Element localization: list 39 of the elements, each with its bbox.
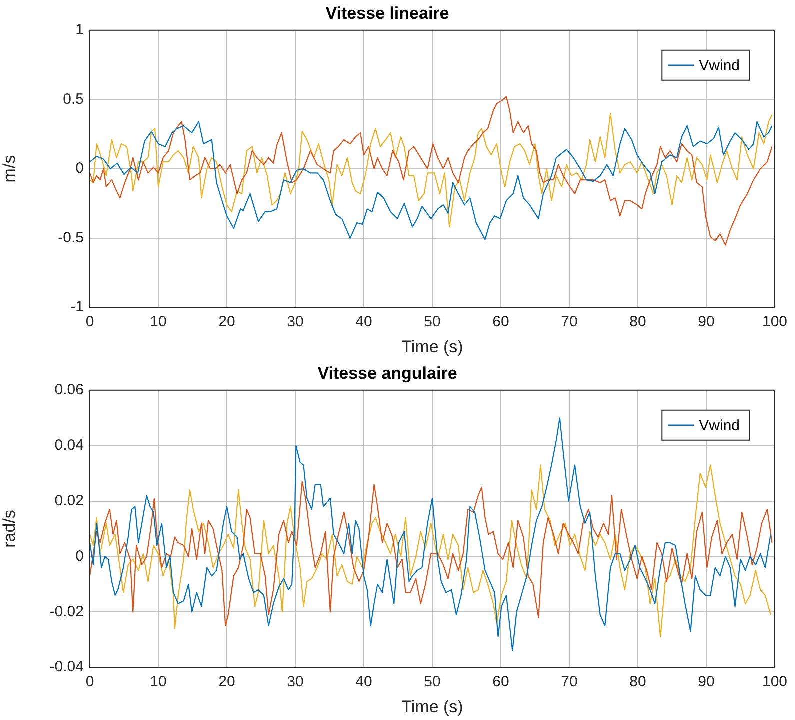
x-axis-title: Time (s) [402, 697, 464, 716]
y-tick-label: 0 [76, 160, 84, 178]
legend-label: Vwind [699, 418, 740, 435]
y-axis-title: m/s [0, 155, 19, 183]
x-axis-title: Time (s) [402, 337, 464, 356]
y-tick-label: 0.02 [54, 492, 84, 510]
x-tick-label: 60 [492, 674, 510, 691]
x-tick-label: 40 [356, 674, 372, 691]
x-tick-label: 20 [218, 674, 236, 691]
x-tick-label: 50 [424, 674, 441, 691]
x-tick-label: 50 [424, 314, 441, 331]
y-tick-label: 0.5 [63, 90, 84, 108]
x-tick-label: 80 [630, 314, 646, 331]
x-tick-label: 80 [630, 674, 646, 691]
x-tick-label: 70 [561, 314, 578, 331]
y-tick-label: 0 [76, 548, 84, 565]
y-tick-label: -0.04 [50, 658, 84, 676]
x-tick-label: 10 [150, 674, 167, 691]
x-tick-label: 20 [218, 314, 236, 331]
x-tick-label: 40 [356, 314, 372, 331]
x-tick-label: 10 [150, 314, 167, 331]
y-tick-label: -0.5 [58, 229, 84, 246]
x-tick-label: 70 [561, 674, 578, 691]
y-tick-label: -1 [70, 298, 84, 316]
y-tick-label: 0.06 [54, 382, 84, 399]
x-tick-label: 90 [698, 674, 715, 691]
y-tick-label: 0.04 [54, 436, 84, 454]
chart-title: Vitesse lineaire [326, 4, 450, 23]
y-tick-label: -0.02 [50, 603, 84, 620]
x-tick-label: 90 [698, 314, 715, 331]
x-tick-label: 30 [287, 314, 304, 331]
legend-label: Vwind [699, 58, 740, 75]
y-axis-title: rad/s [0, 510, 19, 548]
x-tick-label: 30 [287, 674, 304, 691]
y-tick-label: 1 [76, 22, 84, 39]
x-tick-label: 100 [762, 314, 788, 331]
x-tick-label: 60 [492, 314, 510, 331]
chart-title: Vitesse angulaire [318, 364, 458, 383]
x-tick-label: 100 [762, 674, 788, 691]
